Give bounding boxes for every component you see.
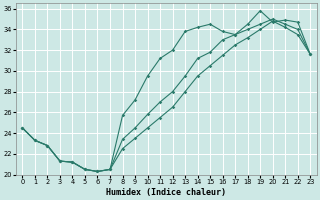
X-axis label: Humidex (Indice chaleur): Humidex (Indice chaleur) <box>106 188 226 197</box>
